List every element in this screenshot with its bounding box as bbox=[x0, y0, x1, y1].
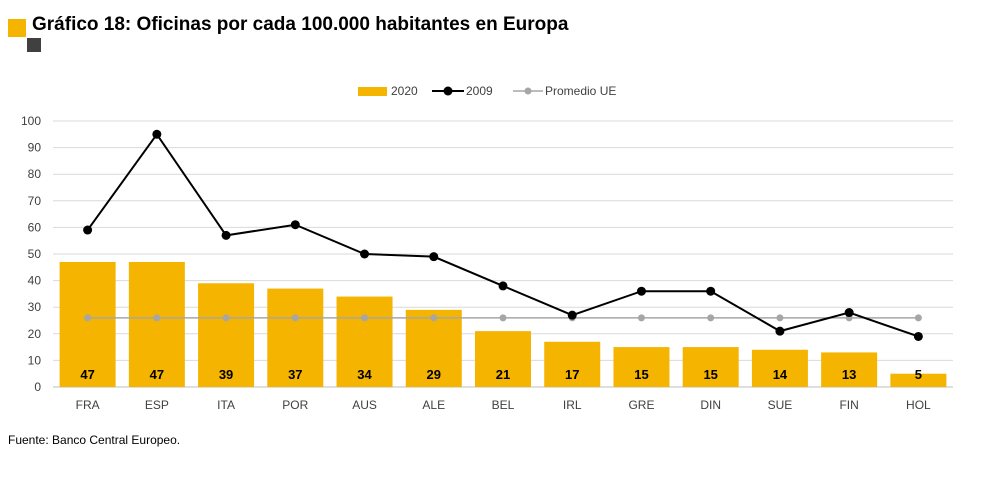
y-tick-label: 40 bbox=[28, 274, 42, 288]
point-promedio-ue bbox=[291, 314, 299, 322]
x-tick-label: GRE bbox=[628, 398, 654, 412]
x-tick-label: DIN bbox=[700, 398, 721, 412]
chart-title: Gráfico 18: Oficinas por cada 100.000 ha… bbox=[32, 14, 569, 35]
y-tick-label: 70 bbox=[28, 194, 42, 208]
chart: 0 10 20 30 40 50 60 70 80 90 100 FRA ESP ITA POR AUS ALE… bbox=[21, 84, 953, 412]
source-note: Fuente: Banco Central Europeo. bbox=[8, 433, 181, 447]
point-promedio-ue bbox=[430, 314, 438, 322]
x-tick-label: HOL bbox=[906, 398, 931, 412]
legend-swatch-2020 bbox=[358, 87, 387, 96]
point-2009 bbox=[706, 286, 716, 296]
x-tick-label: FIN bbox=[839, 398, 858, 412]
point-2009 bbox=[429, 252, 439, 262]
legend-label-promedio-ue: Promedio UE bbox=[545, 84, 616, 98]
point-2009 bbox=[567, 310, 577, 320]
point-promedio-ue bbox=[84, 314, 92, 322]
bar-data-label: 14 bbox=[773, 367, 788, 382]
point-2009 bbox=[221, 230, 231, 240]
bar-data-label: 13 bbox=[842, 367, 856, 382]
x-tick-label: ITA bbox=[217, 398, 235, 412]
bar-data-label: 29 bbox=[427, 367, 441, 382]
legend-label-2020: 2020 bbox=[391, 84, 418, 98]
bar-data-label: 34 bbox=[357, 367, 372, 382]
legend-swatch-2009-marker bbox=[443, 86, 453, 96]
point-promedio-ue bbox=[914, 314, 922, 322]
y-tick-label: 80 bbox=[28, 167, 42, 181]
point-2009 bbox=[844, 308, 854, 318]
x-tick-label: IRL bbox=[563, 398, 582, 412]
x-tick-label: FRA bbox=[76, 398, 100, 412]
y-tick-label: 60 bbox=[28, 220, 42, 234]
point-promedio-ue bbox=[707, 314, 715, 322]
bar-2020 bbox=[267, 288, 324, 387]
x-tick-label: BEL bbox=[492, 398, 515, 412]
x-tick-label: ESP bbox=[145, 398, 169, 412]
point-2009 bbox=[152, 129, 162, 139]
point-2009 bbox=[498, 281, 508, 291]
bar-data-label: 15 bbox=[634, 367, 648, 382]
point-2009 bbox=[636, 286, 646, 296]
y-tick-label: 50 bbox=[28, 247, 42, 261]
bar-2020 bbox=[336, 296, 393, 387]
point-2009 bbox=[775, 326, 785, 336]
y-tick-label: 0 bbox=[34, 380, 41, 394]
bar-data-label: 21 bbox=[496, 367, 510, 382]
y-tick-label: 10 bbox=[28, 353, 42, 367]
point-promedio-ue bbox=[222, 314, 230, 322]
legend-swatch-promedio-marker bbox=[524, 87, 532, 95]
bar-2020 bbox=[59, 261, 116, 387]
point-2009 bbox=[360, 249, 370, 259]
title-row: Gráfico 18: Oficinas por cada 100.000 ha… bbox=[8, 12, 968, 52]
point-2009 bbox=[290, 220, 300, 230]
title-accent-square bbox=[8, 19, 26, 37]
y-tick-label: 30 bbox=[28, 300, 42, 314]
x-tick-label: POR bbox=[282, 398, 308, 412]
bar-2020 bbox=[475, 331, 531, 387]
y-tick-label: 20 bbox=[28, 327, 42, 341]
bar-2020 bbox=[682, 347, 739, 387]
y-tick-label: 100 bbox=[21, 114, 41, 128]
bar-2020 bbox=[751, 349, 808, 387]
x-tick-label: ALE bbox=[422, 398, 445, 412]
point-promedio-ue bbox=[499, 314, 507, 322]
bar-2020 bbox=[821, 352, 878, 387]
point-promedio-ue bbox=[153, 314, 161, 322]
point-2009 bbox=[913, 331, 923, 341]
point-2009 bbox=[83, 225, 93, 235]
bar-2020 bbox=[890, 373, 947, 387]
bar-data-label: 15 bbox=[703, 367, 717, 382]
bar-data-label: 47 bbox=[80, 367, 94, 382]
legend-label-2009: 2009 bbox=[466, 84, 493, 98]
point-promedio-ue bbox=[637, 314, 645, 322]
y-tick-label: 90 bbox=[28, 141, 42, 155]
bar-data-label: 47 bbox=[150, 367, 164, 382]
x-tick-label: SUE bbox=[768, 398, 793, 412]
bar-data-label: 17 bbox=[565, 367, 579, 382]
title-accent-square-dark bbox=[27, 38, 41, 52]
bar-2020 bbox=[405, 309, 462, 387]
x-tick-label: AUS bbox=[352, 398, 377, 412]
bar-data-label: 39 bbox=[219, 367, 233, 382]
bar-2020 bbox=[544, 341, 601, 387]
bar-2020 bbox=[128, 261, 185, 387]
point-promedio-ue bbox=[776, 314, 784, 322]
bar-data-label: 37 bbox=[288, 367, 302, 382]
bar-2020 bbox=[198, 283, 255, 387]
point-promedio-ue bbox=[361, 314, 369, 322]
bar-2020 bbox=[613, 347, 670, 387]
bar-data-label: 5 bbox=[915, 367, 922, 382]
